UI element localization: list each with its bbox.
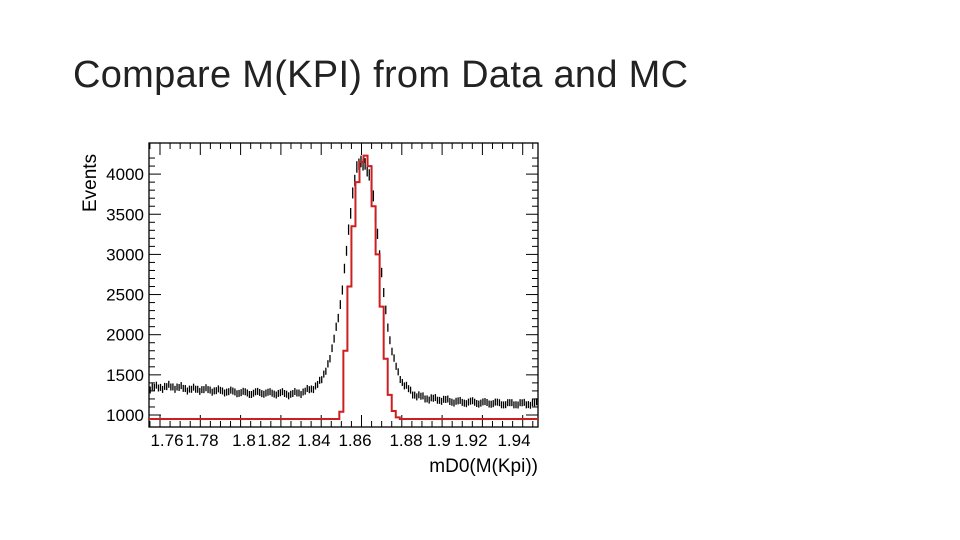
data-series — [149, 155, 538, 409]
x-tick-labels: 1.76 1.78 1.8 1.82 1.84 1.86 1.88 1.9 1.92 1.94 — [150, 431, 530, 450]
y-tick-labels: 1000 1500 2000 2500 3000 3500 4000 — [106, 165, 144, 425]
x-tick-label: 1.88 — [389, 431, 422, 450]
x-tick-label: 1.86 — [338, 431, 371, 450]
y-tick-label: 3000 — [106, 245, 144, 264]
x-tick-label: 1.9 — [427, 431, 451, 450]
y-tick-label: 3500 — [106, 205, 144, 224]
x-tick-label: 1.76 — [150, 431, 183, 450]
x-tick-label: 1.82 — [257, 431, 290, 450]
mc-histogram — [149, 154, 538, 421]
x-tick-label: 1.94 — [497, 431, 530, 450]
y-tick-label: 2500 — [106, 286, 144, 305]
x-tick-label: 1.84 — [297, 431, 330, 450]
x-axis-title: mD0(M(Kpi)) — [429, 456, 538, 477]
y-tick-label: 1000 — [106, 406, 144, 425]
y-axis-title: Events — [80, 154, 101, 212]
y-ticks — [149, 157, 538, 416]
y-tick-label: 1500 — [106, 366, 144, 385]
x-tick-label: 1.92 — [454, 431, 487, 450]
plot-frame — [148, 142, 539, 428]
slide-title: Compare M(KPI) from Data and MC — [73, 54, 689, 96]
x-tick-label: 1.78 — [185, 431, 218, 450]
x-ticks — [149, 143, 534, 427]
y-tick-label: 2000 — [106, 326, 144, 345]
y-tick-label: 4000 — [106, 165, 144, 184]
x-tick-label: 1.8 — [232, 431, 256, 450]
mc-series — [149, 154, 538, 421]
